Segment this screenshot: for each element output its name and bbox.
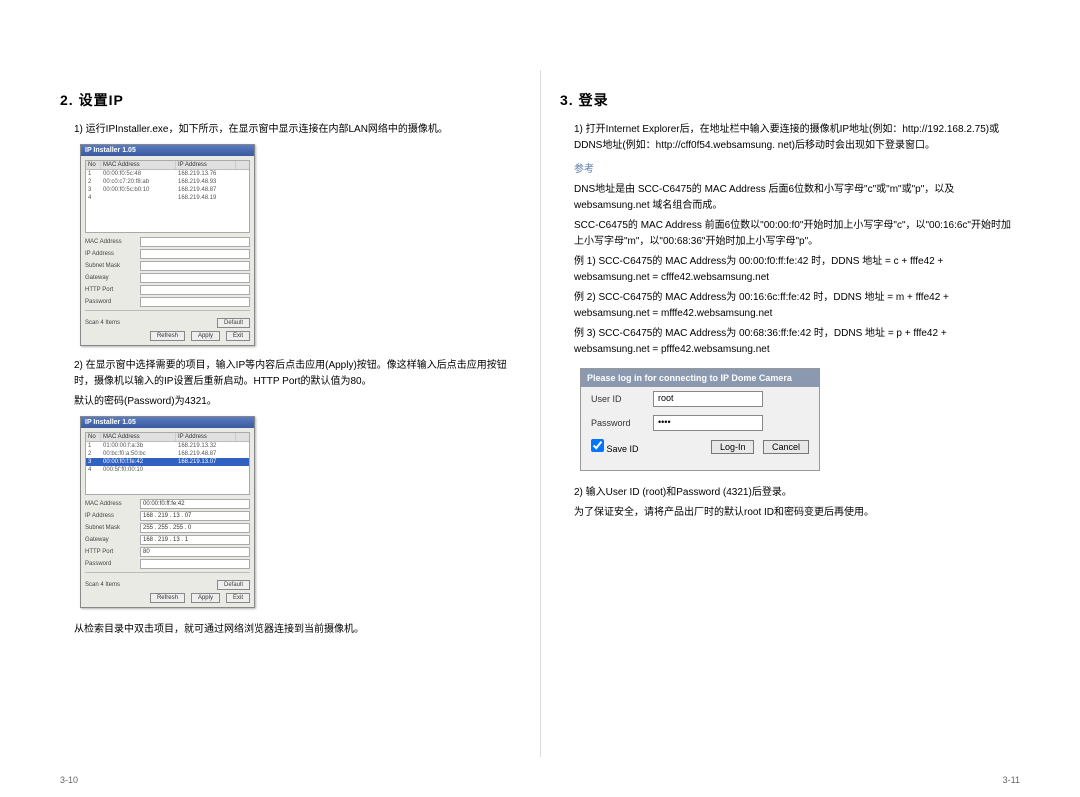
login-pwd-input[interactable]: •••• (653, 415, 763, 431)
field-label-ip-2: IP Address (85, 513, 140, 519)
scan-status-2: Scan 4 Items (85, 582, 120, 588)
login-header: Please log in for connecting to IP Dome … (581, 369, 819, 387)
dns-note-2: SCC-C6475的 MAC Address 前面6位数以"00:00:f0"开… (574, 218, 1020, 250)
th-ip: IP Address (176, 161, 236, 169)
field-input-pwd[interactable] (140, 297, 250, 307)
example-2: 例 2) SCC-C6475的 MAC Address为 00:16:6c:ff… (574, 290, 1020, 322)
table-row[interactable]: 4168.219.48.19 (86, 194, 249, 202)
refresh-button-2[interactable]: Refresh (150, 593, 185, 603)
installer-titlebar: IP Installer 1.05 (81, 145, 254, 156)
login-dialog: Please log in for connecting to IP Dome … (580, 368, 820, 471)
left-column: 2. 设置IP 1) 运行IPInstaller.exe，如下所示，在显示窗中显… (60, 90, 520, 757)
table-row[interactable]: 300:00:f0:5c:b0:10168.219.48.87 (86, 186, 249, 194)
default-button-2[interactable]: Default (217, 580, 250, 590)
field-input-gateway-2[interactable]: 168 . 219 . 13 . 1 (140, 535, 250, 545)
field-label-ip: IP Address (85, 251, 140, 257)
th-mac-2: MAC Address (101, 433, 176, 441)
table-row[interactable]: 300:00:f0:f:fe:42168.219.13.07 (86, 458, 249, 466)
field-input-http-2[interactable]: 80 (140, 547, 250, 557)
exit-button-2[interactable]: Exit (226, 593, 250, 603)
ip-installer-window-1: IP Installer 1.05 No MAC Address IP Addr… (80, 144, 255, 346)
field-label-pwd: Password (85, 299, 140, 305)
login-user-label: User ID (591, 394, 653, 404)
ip-installer-window-2: IP Installer 1.05 No MAC Address IP Addr… (80, 416, 255, 608)
field-input-pwd-2[interactable] (140, 559, 250, 569)
refresh-button[interactable]: Refresh (150, 331, 185, 341)
field-input-mac-2[interactable]: 00:00:f0:ff:fe:42 (140, 499, 250, 509)
field-label-gateway-2: Gateway (85, 537, 140, 543)
field-label-pwd-2: Password (85, 561, 140, 567)
example-3: 例 3) SCC-C6475的 MAC Address为 00:68:36:ff… (574, 326, 1020, 358)
field-input-ip[interactable] (140, 249, 250, 259)
right-p3: 为了保证安全，请将产品出厂时的默认root ID和密码变更后再使用。 (574, 505, 1020, 521)
example-1: 例 1) SCC-C6475的 MAC Address为 00:00:f0:ff… (574, 254, 1020, 286)
page-number-left: 3-10 (60, 775, 78, 785)
th-ip-2: IP Address (176, 433, 236, 441)
section-heading-left: 2. 设置IP (60, 90, 520, 110)
field-label-mac-2: MAC Address (85, 501, 140, 507)
installer-titlebar-2: IP Installer 1.05 (81, 417, 254, 428)
table-row[interactable]: 4000:5f:f0:00:10 (86, 466, 249, 474)
left-p3: 默认的密码(Password)为4321。 (74, 394, 520, 410)
cancel-button[interactable]: Cancel (763, 440, 809, 454)
field-label-http-2: HTTP Port (85, 549, 140, 555)
exit-button[interactable]: Exit (226, 331, 250, 341)
left-footnote: 从检索目录中双击项目，就可通过网络浏览器连接到当前摄像机。 (74, 620, 520, 635)
field-input-mac[interactable] (140, 237, 250, 247)
installer-table-2: No MAC Address IP Address 101:00:00:f:a:… (85, 432, 250, 495)
save-id-checkbox[interactable] (591, 439, 604, 452)
table-row[interactable]: 101:00:00:f:a:3b168.219.13.32 (86, 442, 249, 450)
apply-button-2[interactable]: Apply (191, 593, 220, 603)
dns-note-1: DNS地址是由 SCC-C6475的 MAC Address 后面6位数和小写字… (574, 182, 1020, 214)
table-row[interactable]: 100:00:f0:5c:48168.219.13.76 (86, 170, 249, 178)
th-no: No (86, 161, 101, 169)
field-label-subnet: Subnet Mask (85, 263, 140, 269)
table-row[interactable]: 200:c0:c7:20:f8:ab168.219.48.93 (86, 178, 249, 186)
reference-note: 参考 (574, 162, 1020, 178)
page-number-right: 3-11 (1003, 775, 1020, 785)
scan-status: Scan 4 Items (85, 320, 120, 326)
field-input-ip-2[interactable]: 168 . 219 . 13 . 07 (140, 511, 250, 521)
th-mac: MAC Address (101, 161, 176, 169)
login-user-input[interactable]: root (653, 391, 763, 407)
field-label-http: HTTP Port (85, 287, 140, 293)
field-label-gateway: Gateway (85, 275, 140, 281)
default-button[interactable]: Default (217, 318, 250, 328)
th-no-2: No (86, 433, 101, 441)
field-input-subnet-2[interactable]: 255 . 255 . 255 . 0 (140, 523, 250, 533)
field-label-subnet-2: Subnet Mask (85, 525, 140, 531)
table-row[interactable]: 200:bc:f0:a:50:bc168.219.48.87 (86, 450, 249, 458)
apply-button[interactable]: Apply (191, 331, 220, 341)
field-input-http[interactable] (140, 285, 250, 295)
right-column: 3. 登录 1) 打开Internet Explorer后，在地址栏中输入要连接… (560, 90, 1020, 757)
save-id-label: Save ID (607, 444, 639, 454)
right-p1: 1) 打开Internet Explorer后，在地址栏中输入要连接的摄像机IP… (574, 122, 1020, 154)
installer-table: No MAC Address IP Address 100:00:f0:5c:4… (85, 160, 250, 233)
field-input-subnet[interactable] (140, 261, 250, 271)
section-heading-right: 3. 登录 (560, 90, 1020, 110)
right-p2: 2) 输入User ID (root)和Password (4321)后登录。 (574, 485, 1020, 501)
left-p1: 1) 运行IPInstaller.exe，如下所示，在显示窗中显示连接在内部LA… (74, 122, 520, 138)
login-pwd-label: Password (591, 418, 653, 428)
left-p2: 2) 在显示窗中选择需要的项目，输入IP等内容后点击应用(Apply)按钮。像这… (74, 358, 520, 390)
column-divider (540, 70, 541, 757)
field-label-mac: MAC Address (85, 239, 140, 245)
login-button[interactable]: Log-In (711, 440, 755, 454)
field-input-gateway[interactable] (140, 273, 250, 283)
